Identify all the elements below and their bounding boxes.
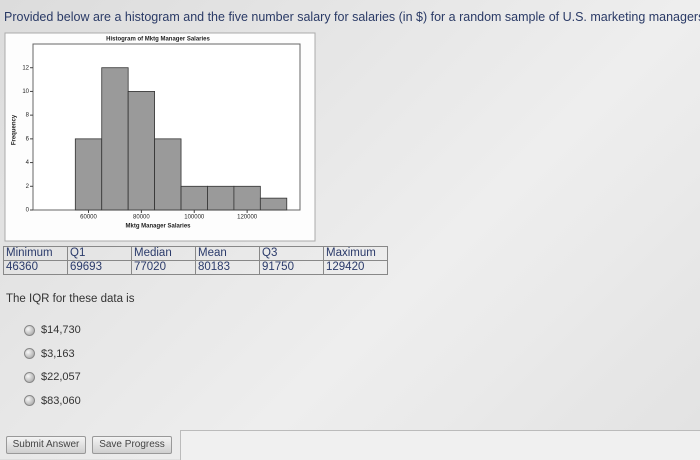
option[interactable]: $22,057 bbox=[24, 371, 81, 383]
x-tick-label: 60000 bbox=[80, 215, 97, 221]
bar bbox=[259, 197, 288, 211]
radio[interactable] bbox=[24, 371, 35, 383]
save-button[interactable]: Save Progress bbox=[92, 436, 172, 454]
radio[interactable] bbox=[24, 324, 35, 336]
radio[interactable] bbox=[24, 395, 35, 406]
submit-button[interactable]: Submit Answer bbox=[6, 436, 86, 454]
table-cell: 69693 bbox=[67, 260, 132, 275]
option-label: $3,163 bbox=[41, 347, 75, 360]
y-tick-label: 2 bbox=[26, 184, 30, 190]
y-tick-label: 8 bbox=[26, 113, 30, 119]
option[interactable]: $14,730 bbox=[24, 324, 81, 336]
question: The IQR for these data is bbox=[6, 293, 135, 305]
table-cell: Maximum bbox=[323, 246, 388, 261]
bar bbox=[154, 138, 182, 211]
bar bbox=[207, 185, 235, 211]
table-cell: Median bbox=[131, 246, 196, 261]
x-axis-label: Mktg Manager Salaries bbox=[125, 224, 191, 230]
table-cell: 80183 bbox=[195, 260, 260, 275]
chart-title: Histogram of Mktg Manager Salaries bbox=[106, 37, 210, 43]
table-row: Minimum Q1 Median Mean Q3 Maximum bbox=[3, 246, 388, 261]
table-cell: 91750 bbox=[259, 260, 324, 275]
y-tick-label: 12 bbox=[22, 65, 29, 71]
histogram: Histogram of Mktg Manager Salaries Mktg … bbox=[4, 32, 316, 242]
option-label: $22,057 bbox=[41, 371, 81, 383]
table-cell: 129420 bbox=[323, 260, 388, 275]
summary-table: Minimum Q1 Median Mean Q3 Maximum 46360 69693 77… bbox=[3, 246, 388, 275]
table-cell: 46360 bbox=[3, 260, 68, 275]
radio[interactable] bbox=[24, 348, 35, 359]
bar bbox=[233, 185, 261, 211]
bar bbox=[180, 185, 208, 211]
answer-area bbox=[180, 430, 700, 460]
x-tick-label: 80000 bbox=[133, 215, 150, 221]
option[interactable]: $3,163 bbox=[24, 348, 75, 360]
option-label: $14,730 bbox=[41, 324, 81, 336]
table-cell: 77020 bbox=[131, 260, 196, 275]
table-row: 46360 69693 77020 80183 91750 129420 bbox=[3, 260, 388, 275]
option[interactable]: $83,060 bbox=[24, 395, 81, 407]
bar bbox=[74, 138, 103, 211]
table-cell: Mean bbox=[195, 246, 260, 261]
y-tick-label: 10 bbox=[22, 89, 29, 95]
table-cell: Minimum bbox=[3, 246, 68, 261]
x-tick-label: 120000 bbox=[237, 215, 258, 221]
y-tick-label: 6 bbox=[26, 136, 30, 142]
prompt: Provided below are a histogram and the f… bbox=[4, 10, 700, 24]
option-label: $83,060 bbox=[41, 394, 81, 407]
table-cell: Q1 bbox=[67, 246, 132, 261]
x-tick-label: 100000 bbox=[184, 215, 205, 221]
y-tick-label: 0 bbox=[26, 208, 30, 214]
bar bbox=[101, 67, 129, 211]
y-tick-label: 4 bbox=[26, 160, 30, 166]
table-cell: Q3 bbox=[259, 246, 324, 261]
y-axis-label: Frequency bbox=[12, 114, 18, 145]
bar bbox=[127, 91, 156, 211]
